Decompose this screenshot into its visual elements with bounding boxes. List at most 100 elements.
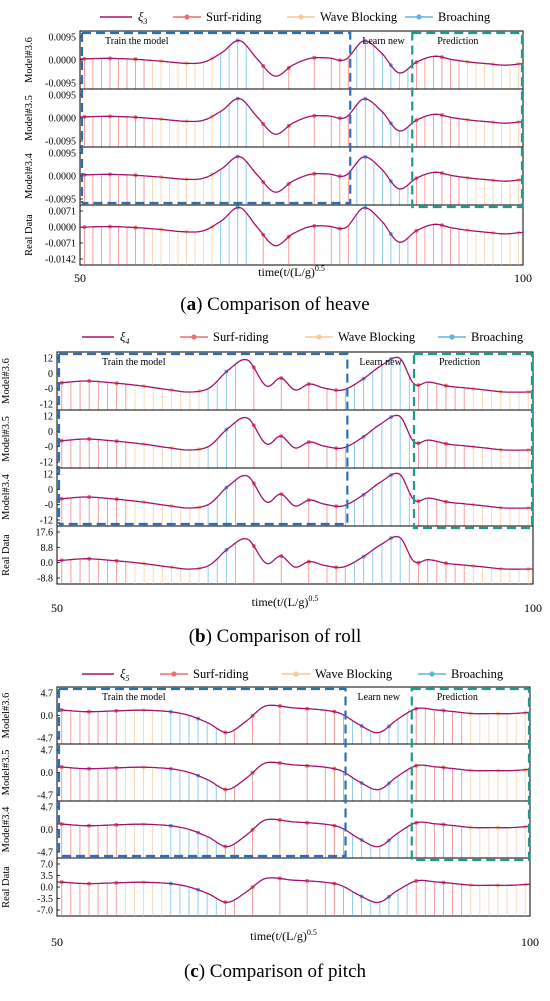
y-axis-label: Real Data [1, 534, 12, 576]
caption: (c) Comparison of pitch [184, 961, 367, 982]
train-region-box [59, 352, 349, 526]
caption-paren: ( [184, 961, 190, 982]
legend-label-broach: Broaching [471, 330, 524, 344]
prediction-region-box [410, 687, 531, 862]
panel-frame [56, 743, 531, 802]
y-tick-label: 0.0 [41, 768, 54, 779]
x-axis-title: time(t/(L/g)0.5 [258, 264, 325, 279]
chart-a: ξ3 Surf-riding Wave Blocking Broaching Model… [24, 10, 532, 315]
legend-marker-surf [184, 14, 190, 20]
panel-frame [56, 409, 534, 469]
legend-marker-block [298, 14, 304, 20]
legend: ξ4 Surf-riding Wave Blocking Broaching [82, 330, 524, 346]
x-axis-title-sup: 0.5 [315, 264, 325, 273]
y-tick-label: 0.0 [41, 711, 54, 722]
legend-marker-block [293, 671, 299, 677]
legend-label-signal: ξ3 [138, 10, 147, 26]
legend-marker-surf [191, 334, 197, 340]
panel-3: Model#3.4 4.7 0.0 -4.7 [1, 800, 531, 859]
panel-3: Model#3.4 0.0095 0.0000 -0.0095 [24, 146, 524, 206]
signal-line [56, 535, 533, 570]
y-tick-label: 0.0 [41, 558, 54, 569]
caption: (a) Comparison of heave [180, 294, 369, 315]
y-tick-label: 0.0095 [49, 149, 77, 160]
caption-text: ) Comparison of heave [196, 294, 370, 315]
y-tick-label: -0.0095 [45, 137, 76, 148]
y-tick-label: -0.0071 [45, 239, 76, 250]
legend-subscript: 3 [142, 17, 147, 26]
y-tick-label: -4.7 [37, 734, 53, 745]
panel-2: Model#3.5 12 0 -0 -12 [1, 409, 534, 469]
signal-line [56, 704, 530, 734]
x-tick-label: 50 [51, 935, 63, 949]
legend-marker-broach [429, 671, 435, 677]
y-tick-label: -0 [45, 384, 53, 395]
caption-paren: ( [180, 294, 186, 315]
signal-line [79, 39, 524, 77]
y-tick-label: 0 [48, 369, 53, 380]
panel-frame [79, 204, 524, 266]
x-axis-title-sup: 0.5 [307, 928, 317, 937]
signal-line [79, 97, 524, 135]
x-axis: 50 100 time(t/(L/g)0.5 [51, 928, 539, 949]
y-tick-label: 0.0000 [49, 56, 77, 67]
y-tick-label: 0.0000 [49, 172, 77, 183]
y-axis-label: Real Data [1, 866, 12, 908]
region-boxes: Train the model Learn new Prediction [57, 687, 531, 862]
legend-label-broach: Broaching [438, 10, 491, 24]
region-label-train: Train the model [102, 692, 166, 703]
signal-line [56, 761, 530, 791]
caption-letter: c [190, 961, 198, 982]
caption-text: ) Comparison of roll [206, 626, 362, 647]
train-region-box [59, 687, 347, 858]
signal-line [56, 818, 530, 848]
panel-2: Model#3.5 4.7 0.0 -4.7 [1, 743, 531, 802]
legend-marker-broach [449, 334, 455, 340]
region-label-prediction: Prediction [437, 692, 478, 703]
legend-label-block: Wave Blocking [315, 667, 393, 681]
y-tick-label: 17.6 [36, 528, 54, 539]
region-label-learn: Learn new [358, 692, 401, 703]
legend-label-broach: Broaching [451, 667, 504, 681]
y-tick-label: 3.5 [41, 871, 54, 882]
y-tick-label: 0.0 [41, 825, 54, 836]
region-label-train: Train the model [102, 357, 166, 368]
caption-letter: b [195, 626, 206, 647]
x-tick-label: 50 [51, 601, 63, 615]
legend: ξ3 Surf-riding Wave Blocking Broaching [100, 10, 491, 26]
x-tick-label: 50 [74, 271, 86, 285]
legend-marker-block [316, 334, 322, 340]
prediction-region-box [412, 352, 534, 530]
signal-line [56, 414, 533, 451]
caption-letter: a [187, 294, 197, 315]
panel-3: Model#3.4 12 0 -0 -12 [1, 467, 534, 527]
y-tick-label: 0 [48, 427, 53, 438]
x-axis-title: time(t/(L/g)0.5 [250, 928, 317, 943]
legend-subscript: 5 [125, 674, 129, 683]
legend-label-surf: Surf-riding [213, 330, 269, 344]
y-axis-label: Model#3.5 [24, 95, 35, 141]
legend-label-surf: Surf-riding [206, 10, 262, 24]
y-axis-label: Model#3.6 [1, 693, 12, 739]
y-tick-label: -0 [45, 500, 53, 511]
prediction-region-box [411, 31, 524, 209]
y-tick-label: 0.0095 [49, 91, 77, 102]
region-boxes: Train the model Learn new Prediction [80, 31, 524, 209]
caption-text: ) Comparison of pitch [199, 961, 367, 982]
y-axis-label: Model#3.6 [24, 37, 35, 83]
y-tick-label: 8.8 [41, 543, 54, 554]
train-region-box [82, 31, 352, 205]
y-tick-label: 0.0 [41, 883, 54, 894]
y-tick-label: -0.0142 [45, 255, 76, 266]
panel-frame [56, 800, 531, 859]
legend-label-block: Wave Blocking [338, 330, 416, 344]
legend: ξ5 Surf-riding Wave Blocking Broaching [82, 667, 504, 683]
y-axis-label: Model#3.5 [1, 416, 12, 462]
chart-b: ξ4 Surf-riding Wave Blocking Broaching Model… [1, 330, 542, 647]
y-tick-label: 0.0071 [49, 207, 77, 218]
y-tick-label: -4.7 [37, 791, 53, 802]
y-tick-label: -0 [45, 442, 53, 453]
x-tick-label: 100 [524, 601, 542, 615]
region-label-prediction: Prediction [437, 36, 478, 47]
